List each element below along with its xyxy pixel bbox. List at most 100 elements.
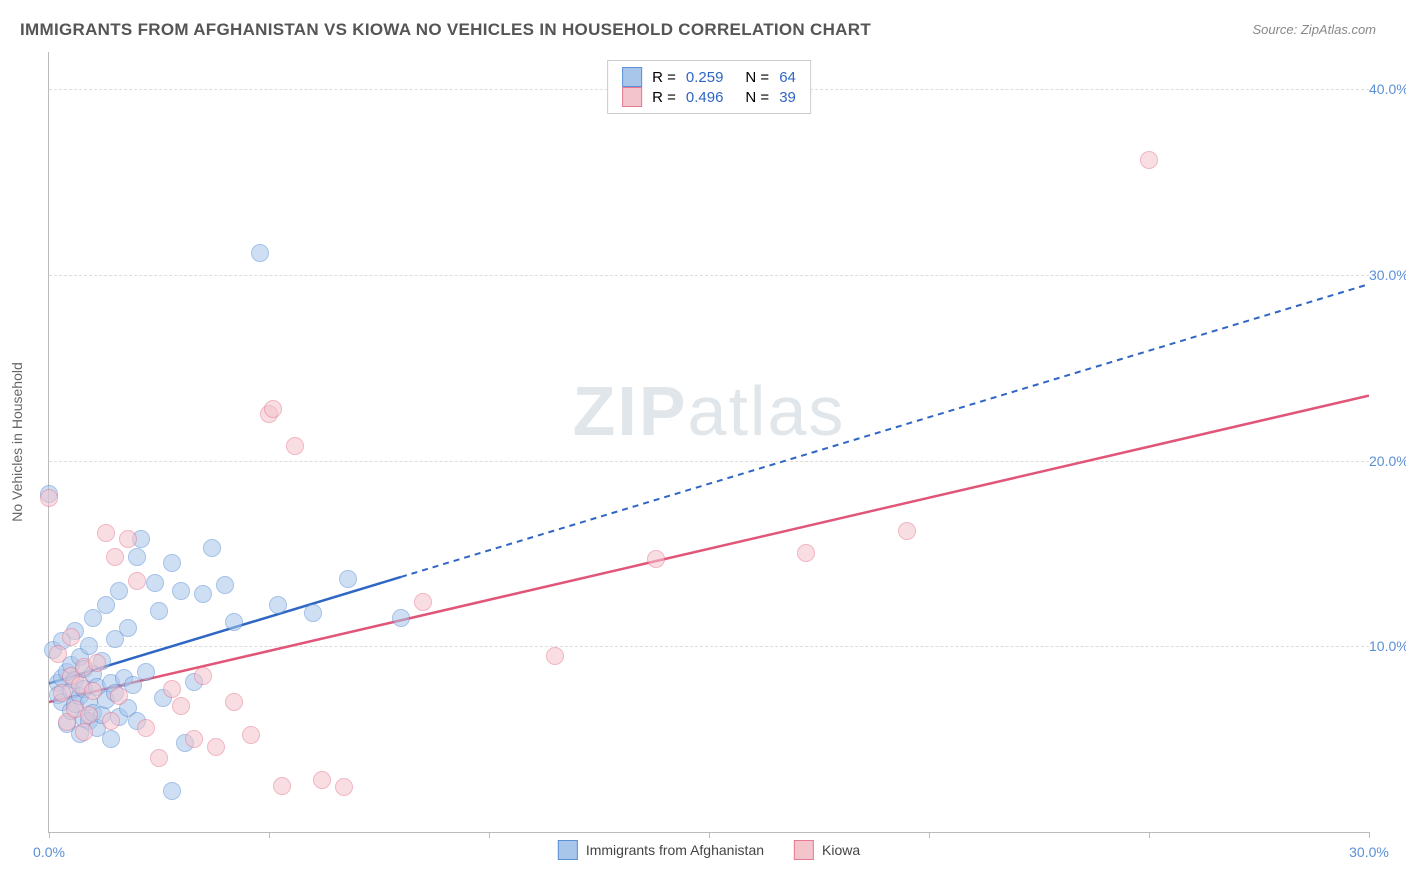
scatter-point (49, 645, 67, 663)
scatter-point (207, 738, 225, 756)
n-value-2: 39 (779, 89, 796, 106)
scatter-point (392, 609, 410, 627)
scatter-point (102, 712, 120, 730)
scatter-point (172, 697, 190, 715)
xtick (709, 832, 710, 838)
xtick-label: 0.0% (33, 844, 65, 860)
scatter-point (339, 570, 357, 588)
watermark-light: atlas (688, 372, 846, 450)
scatter-point (128, 548, 146, 566)
scatter-point (75, 723, 93, 741)
scatter-point (194, 667, 212, 685)
n-label-1: N = (745, 69, 769, 86)
xtick (489, 832, 490, 838)
ytick-label: 40.0% (1369, 81, 1406, 97)
xtick-label: 30.0% (1349, 844, 1389, 860)
scatter-point (119, 530, 137, 548)
n-value-1: 64 (779, 69, 796, 86)
scatter-point (898, 522, 916, 540)
scatter-point (80, 637, 98, 655)
swatch-series1-bottom (558, 840, 578, 860)
swatch-series1 (622, 67, 642, 87)
scatter-point (335, 778, 353, 796)
y-axis-label: No Vehicles in Household (9, 362, 25, 522)
xtick (1369, 832, 1370, 838)
legend-series: Immigrants from Afghanistan Kiowa (558, 840, 860, 860)
trendlines-svg (49, 52, 1369, 832)
legend-label-2: Kiowa (822, 842, 860, 858)
scatter-point (163, 554, 181, 572)
gridline (49, 275, 1369, 276)
scatter-point (84, 682, 102, 700)
scatter-point (203, 539, 221, 557)
scatter-point (185, 730, 203, 748)
watermark-bold: ZIP (573, 372, 688, 450)
ytick-label: 30.0% (1369, 267, 1406, 283)
scatter-point (110, 687, 128, 705)
scatter-point (150, 749, 168, 767)
scatter-point (128, 572, 146, 590)
scatter-point (225, 693, 243, 711)
scatter-point (62, 628, 80, 646)
r-value-2: 0.496 (686, 89, 724, 106)
gridline (49, 646, 1369, 647)
xtick (269, 832, 270, 838)
scatter-point (163, 680, 181, 698)
scatter-point (251, 244, 269, 262)
swatch-series2 (622, 87, 642, 107)
ytick-label: 20.0% (1369, 453, 1406, 469)
scatter-point (137, 719, 155, 737)
r-label-1: R = (652, 69, 676, 86)
legend-row-2: R = 0.496 N = 39 (622, 87, 796, 107)
trendline-solid (49, 396, 1369, 702)
scatter-point (647, 550, 665, 568)
legend-correlation: R = 0.259 N = 64 R = 0.496 N = 39 (607, 60, 811, 114)
scatter-point (150, 602, 168, 620)
source-attribution: Source: ZipAtlas.com (1252, 22, 1376, 37)
scatter-point (216, 576, 234, 594)
chart-title: IMMIGRANTS FROM AFGHANISTAN VS KIOWA NO … (20, 20, 871, 40)
scatter-point (172, 582, 190, 600)
chart-plot-area: No Vehicles in Household ZIPatlas 10.0%2… (48, 52, 1369, 833)
ytick-label: 10.0% (1369, 638, 1406, 654)
scatter-point (40, 489, 58, 507)
r-label-2: R = (652, 89, 676, 106)
scatter-point (797, 544, 815, 562)
scatter-point (546, 647, 564, 665)
scatter-point (97, 524, 115, 542)
legend-label-1: Immigrants from Afghanistan (586, 842, 764, 858)
xtick (49, 832, 50, 838)
legend-item-2: Kiowa (794, 840, 860, 860)
scatter-point (88, 654, 106, 672)
watermark: ZIPatlas (573, 371, 846, 451)
scatter-point (304, 604, 322, 622)
scatter-point (313, 771, 331, 789)
gridline (49, 461, 1369, 462)
scatter-point (194, 585, 212, 603)
scatter-point (225, 613, 243, 631)
r-value-1: 0.259 (686, 69, 724, 86)
legend-item-1: Immigrants from Afghanistan (558, 840, 764, 860)
trendline-dashed (401, 284, 1369, 577)
scatter-point (414, 593, 432, 611)
scatter-point (163, 782, 181, 800)
scatter-point (119, 619, 137, 637)
scatter-point (106, 548, 124, 566)
scatter-point (146, 574, 164, 592)
legend-row-1: R = 0.259 N = 64 (622, 67, 796, 87)
scatter-point (80, 706, 98, 724)
scatter-point (242, 726, 260, 744)
scatter-point (110, 582, 128, 600)
scatter-point (102, 730, 120, 748)
scatter-point (97, 596, 115, 614)
scatter-point (269, 596, 287, 614)
scatter-point (264, 400, 282, 418)
n-label-2: N = (745, 89, 769, 106)
scatter-point (53, 684, 71, 702)
scatter-point (286, 437, 304, 455)
swatch-series2-bottom (794, 840, 814, 860)
scatter-point (273, 777, 291, 795)
scatter-point (137, 663, 155, 681)
xtick (1149, 832, 1150, 838)
xtick (929, 832, 930, 838)
